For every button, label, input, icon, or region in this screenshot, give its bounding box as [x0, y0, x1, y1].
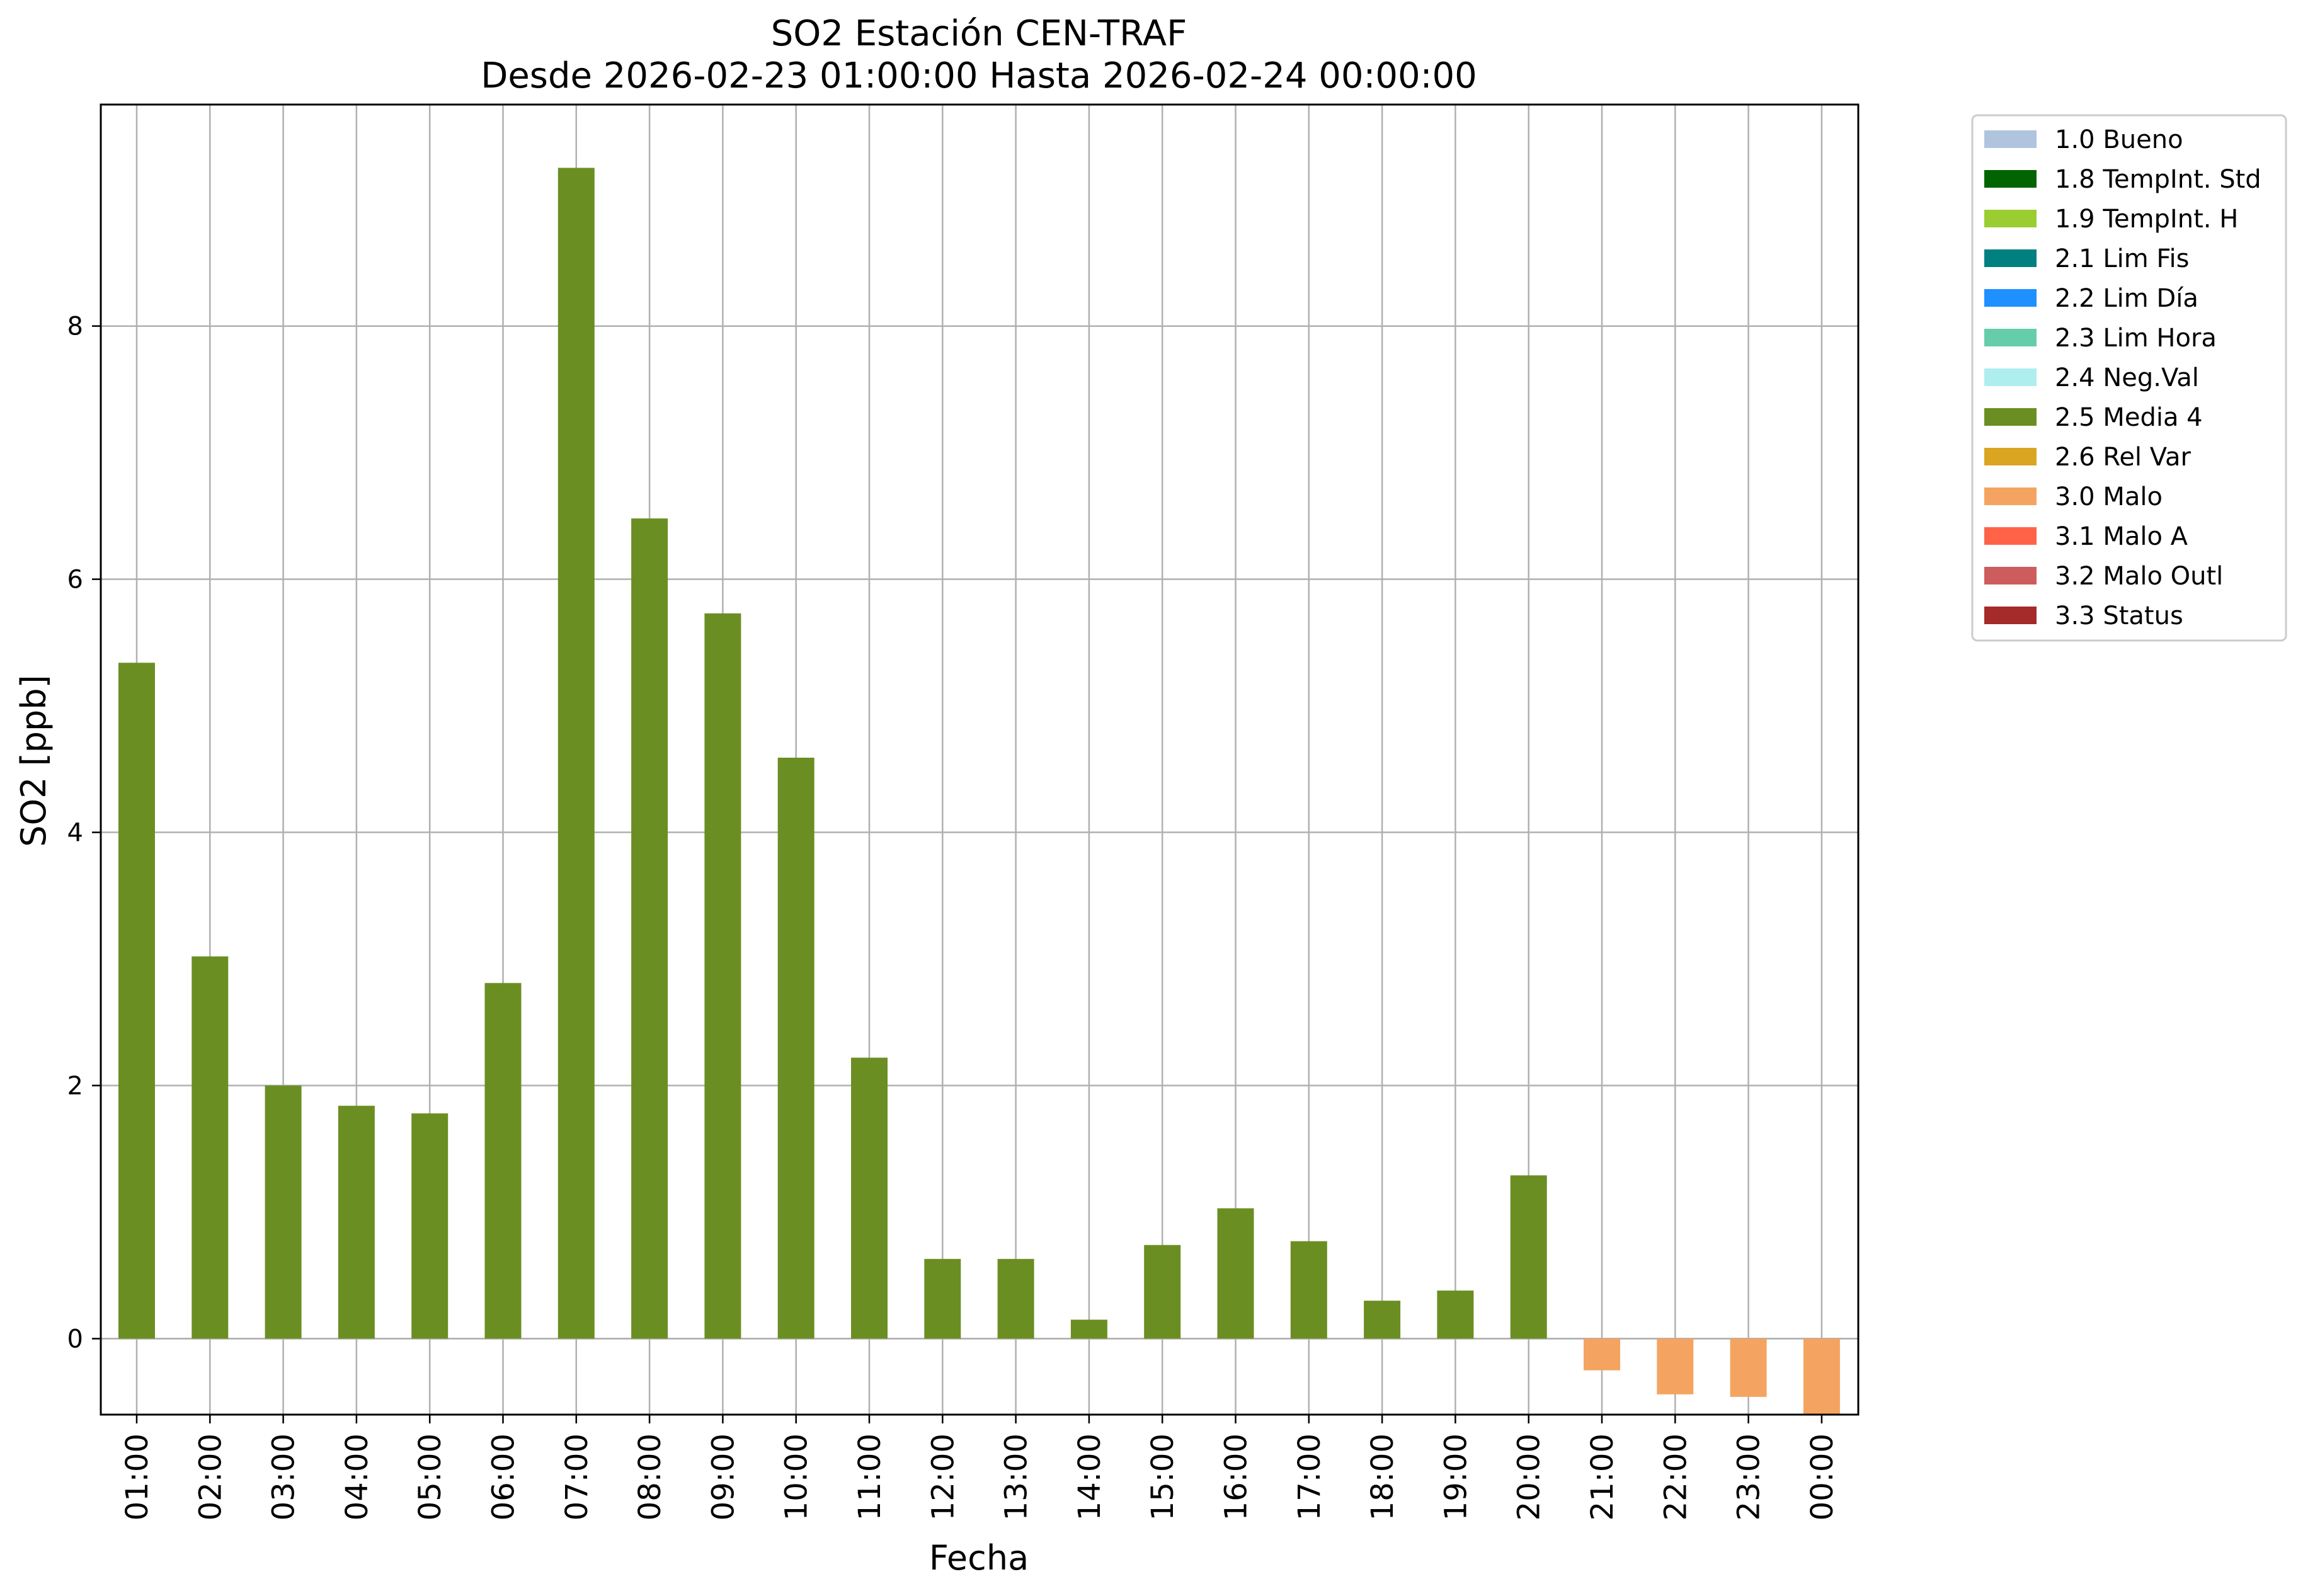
x-axis-label: Fecha	[929, 1538, 1029, 1578]
legend-swatch	[1984, 487, 2037, 505]
bar-1400	[1070, 1320, 1107, 1339]
bar-2200	[1657, 1338, 1694, 1394]
bar-1200	[924, 1258, 961, 1339]
x-tick-label: 19:00	[1438, 1434, 1473, 1520]
bar-0500	[411, 1113, 449, 1339]
bars-group	[118, 168, 1840, 1415]
x-tick-label: 23:00	[1732, 1434, 1767, 1520]
bar-0900	[704, 613, 741, 1339]
legend-swatch	[1984, 408, 2037, 426]
legend-item-label: 2.6 Rel Var	[2055, 443, 2192, 472]
y-tick-label: 2	[67, 1071, 83, 1100]
legend-swatch	[1984, 567, 2037, 584]
x-tick-label: 11:00	[852, 1434, 888, 1520]
legend-swatch	[1984, 448, 2037, 465]
legend-swatch	[1984, 249, 2037, 267]
x-tick-label: 01:00	[120, 1434, 155, 1520]
bar-1900	[1437, 1291, 1474, 1339]
bar-2000	[1510, 1175, 1547, 1339]
bar-1600	[1217, 1208, 1254, 1339]
legend-swatch	[1984, 170, 2037, 188]
legend-frame	[1971, 114, 2287, 642]
bar-0000	[1803, 1338, 1840, 1415]
x-tick-label: 07:00	[559, 1434, 595, 1520]
x-tick-label: 21:00	[1585, 1434, 1620, 1520]
bar-2300	[1730, 1338, 1767, 1397]
legend-item-label: 1.0 Bueno	[2055, 125, 2183, 154]
legend-item-label: 2.1 Lim Fis	[2055, 244, 2189, 273]
legend-item-label: 2.4 Neg.Val	[2055, 363, 2199, 392]
legend-item-label: 3.1 Malo A	[2055, 522, 2188, 551]
x-tick-label: 18:00	[1365, 1434, 1400, 1520]
legend-item-label: 2.3 Lim Hora	[2055, 324, 2217, 353]
bar-1300	[997, 1258, 1034, 1339]
x-tick-label: 05:00	[413, 1434, 448, 1520]
bar-0600	[484, 983, 522, 1339]
legend-item-label: 3.2 Malo Outl	[2055, 562, 2223, 591]
y-tick-label: 8	[67, 312, 83, 341]
x-tick-label: 14:00	[1072, 1434, 1107, 1520]
legend-swatch	[1984, 368, 2037, 386]
legend-swatch	[1984, 607, 2037, 624]
x-tick-label: 22:00	[1658, 1434, 1693, 1520]
x-tick-label: 17:00	[1292, 1434, 1327, 1520]
x-tick-label: 20:00	[1512, 1434, 1547, 1520]
legend-swatch	[1984, 210, 2037, 227]
bar-1500	[1144, 1245, 1181, 1339]
y-tick-label: 0	[67, 1325, 83, 1354]
x-tick-label: 06:00	[486, 1434, 522, 1520]
bar-2100	[1584, 1338, 1620, 1371]
bar-1700	[1290, 1241, 1327, 1339]
y-axis-ticks: 0 2 4 6 8	[67, 312, 101, 1354]
bar-1800	[1364, 1301, 1401, 1339]
bar-1000	[777, 757, 814, 1339]
y-tick-label: 6	[67, 566, 83, 595]
legend-swatch	[1984, 289, 2037, 307]
legend: 1.0 Bueno 1.8 TempInt. Std 1.9 TempInt. H 2…	[1971, 114, 2287, 642]
legend-swatch	[1984, 329, 2037, 346]
x-tick-label: 03:00	[266, 1434, 302, 1520]
x-axis-ticks: 01:00 02:00 03:00 04:00 05:00 06:00 07:00 08:00…	[120, 1415, 1840, 1520]
legend-swatch	[1984, 130, 2037, 148]
legend-item-label: 2.5 Media 4	[2055, 403, 2203, 432]
x-tick-label: 04:00	[340, 1434, 375, 1520]
bar-0700	[557, 168, 595, 1339]
bar-1100	[851, 1057, 888, 1339]
legend-item-label: 3.3 Status	[2055, 601, 2183, 630]
legend-item-label: 1.8 TempInt. Std	[2055, 165, 2261, 194]
y-axis-label: SO2 [ppb]	[14, 675, 54, 846]
chart-title: SO2 Estación CEN-TRAF	[771, 13, 1187, 54]
legend-item-label: 3.0 Malo	[2055, 482, 2163, 511]
chart-subtitle: Desde 2026-02-23 01:00:00 Hasta 2026-02-…	[481, 55, 1477, 96]
x-tick-label: 09:00	[706, 1434, 741, 1520]
y-tick-label: 4	[67, 819, 83, 848]
legend-item-label: 2.2 Lim Día	[2055, 284, 2198, 313]
x-tick-label: 16:00	[1219, 1434, 1254, 1520]
x-tick-label: 10:00	[779, 1434, 814, 1520]
x-tick-label: 02:00	[193, 1434, 228, 1520]
bar-0200	[191, 956, 229, 1339]
x-tick-label: 15:00	[1145, 1434, 1180, 1520]
x-tick-label: 13:00	[999, 1434, 1034, 1520]
x-tick-label: 08:00	[632, 1434, 668, 1520]
legend-swatch	[1984, 527, 2037, 545]
bar-0300	[265, 1085, 302, 1339]
bar-0400	[338, 1105, 375, 1339]
plot-frame	[100, 103, 1860, 1416]
bar-0100	[118, 663, 155, 1339]
x-tick-label: 00:00	[1805, 1434, 1840, 1520]
legend-item-label: 1.9 TempInt. H	[2055, 205, 2238, 234]
x-tick-label: 12:00	[925, 1434, 961, 1520]
bar-0800	[631, 518, 668, 1339]
